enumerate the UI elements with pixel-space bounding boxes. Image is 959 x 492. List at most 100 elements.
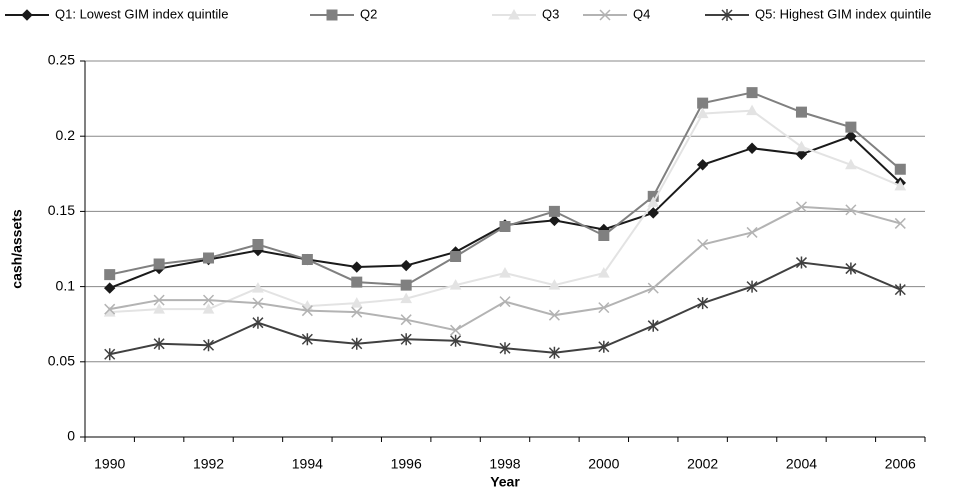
x-tick-label: 2006 (885, 456, 916, 472)
point-marker (696, 159, 709, 171)
point-marker (153, 303, 165, 314)
point-marker (845, 158, 857, 170)
legend-marker (508, 8, 520, 20)
x-tick-label: 2004 (786, 456, 817, 472)
point-marker (104, 303, 116, 315)
y-tick-label: 0.25 (48, 52, 75, 68)
point-marker (894, 217, 906, 229)
legend-label: Q2 (360, 6, 377, 21)
point-marker (548, 214, 561, 227)
point-marker (351, 306, 363, 318)
point-marker (400, 279, 412, 291)
point-marker (746, 104, 758, 116)
legend-marker (599, 9, 611, 21)
series-line (109, 135, 901, 290)
point-marker (350, 297, 363, 308)
legend-label: Q4 (633, 6, 650, 21)
point-marker (894, 179, 907, 191)
point-marker (795, 140, 808, 152)
point-marker (203, 252, 215, 264)
x-tick-label: 1992 (193, 456, 224, 472)
point-marker (697, 97, 709, 109)
point-marker (894, 163, 906, 175)
point-marker (450, 251, 462, 263)
y-tick-label: 0 (67, 428, 75, 444)
point-marker (795, 201, 808, 213)
legend-marker (721, 9, 733, 21)
point-marker (647, 282, 659, 294)
point-marker (301, 333, 313, 346)
x-tick-label: 2000 (588, 456, 619, 472)
point-marker (795, 106, 807, 118)
point-marker (845, 121, 857, 133)
point-marker (697, 238, 709, 251)
point-marker (252, 238, 264, 250)
point-marker (795, 256, 808, 269)
y-tick-label: 0.2 (56, 127, 76, 143)
point-marker (153, 258, 165, 270)
point-marker (548, 279, 561, 290)
point-marker (103, 282, 116, 294)
point-marker (845, 204, 857, 216)
point-marker (301, 305, 313, 317)
point-marker (746, 280, 758, 293)
point-marker (894, 283, 906, 296)
point-marker (746, 142, 758, 154)
point-marker (153, 337, 165, 350)
legend-label: Q5: Highest GIM index quintile (755, 6, 931, 21)
point-marker (202, 294, 215, 306)
x-tick-label: 2002 (687, 456, 718, 472)
point-marker (647, 196, 660, 207)
point-marker (449, 279, 462, 290)
x-tick-label: 1996 (391, 456, 422, 472)
point-marker (598, 340, 610, 353)
point-marker (351, 337, 363, 350)
point-marker (499, 296, 511, 308)
point-marker (598, 229, 610, 241)
point-marker (400, 333, 412, 346)
point-marker (499, 342, 511, 355)
legend-marker (21, 9, 33, 21)
point-marker (301, 254, 313, 266)
point-marker (499, 220, 511, 232)
point-marker (400, 292, 413, 304)
point-marker (647, 319, 659, 332)
x-tick-label: 1990 (94, 456, 125, 472)
point-marker (351, 276, 363, 288)
point-marker (499, 267, 511, 278)
point-marker (647, 207, 659, 219)
point-marker (450, 334, 462, 347)
point-marker (597, 267, 610, 278)
y-tick-label: 0.15 (48, 202, 75, 218)
point-marker (845, 130, 857, 142)
point-marker (746, 226, 758, 238)
point-marker (696, 107, 709, 119)
point-marker (400, 259, 412, 272)
point-marker (202, 339, 215, 352)
point-marker (104, 348, 116, 361)
point-marker (104, 269, 116, 281)
y-tick-label: 0.05 (48, 353, 75, 369)
x-tick-label: 1998 (489, 456, 520, 472)
legend-label: Q1: Lowest GIM index quintile (55, 6, 228, 21)
point-marker (351, 261, 363, 273)
point-marker (548, 309, 560, 321)
point-marker (598, 302, 610, 314)
legend-label: Q3 (542, 6, 559, 21)
point-marker (202, 303, 215, 314)
y-tick-label: 0.1 (56, 277, 76, 293)
point-marker (450, 324, 462, 336)
point-marker (548, 205, 560, 217)
point-marker (400, 314, 412, 326)
point-marker (795, 148, 808, 160)
point-marker (252, 316, 264, 329)
point-marker (845, 262, 857, 275)
y-axis-title: cash/assets (9, 209, 25, 289)
x-axis-title: Year (490, 474, 520, 490)
point-marker (252, 297, 264, 309)
point-marker (548, 346, 560, 359)
point-marker (153, 294, 165, 306)
legend-marker (326, 9, 338, 21)
point-marker (252, 282, 264, 293)
